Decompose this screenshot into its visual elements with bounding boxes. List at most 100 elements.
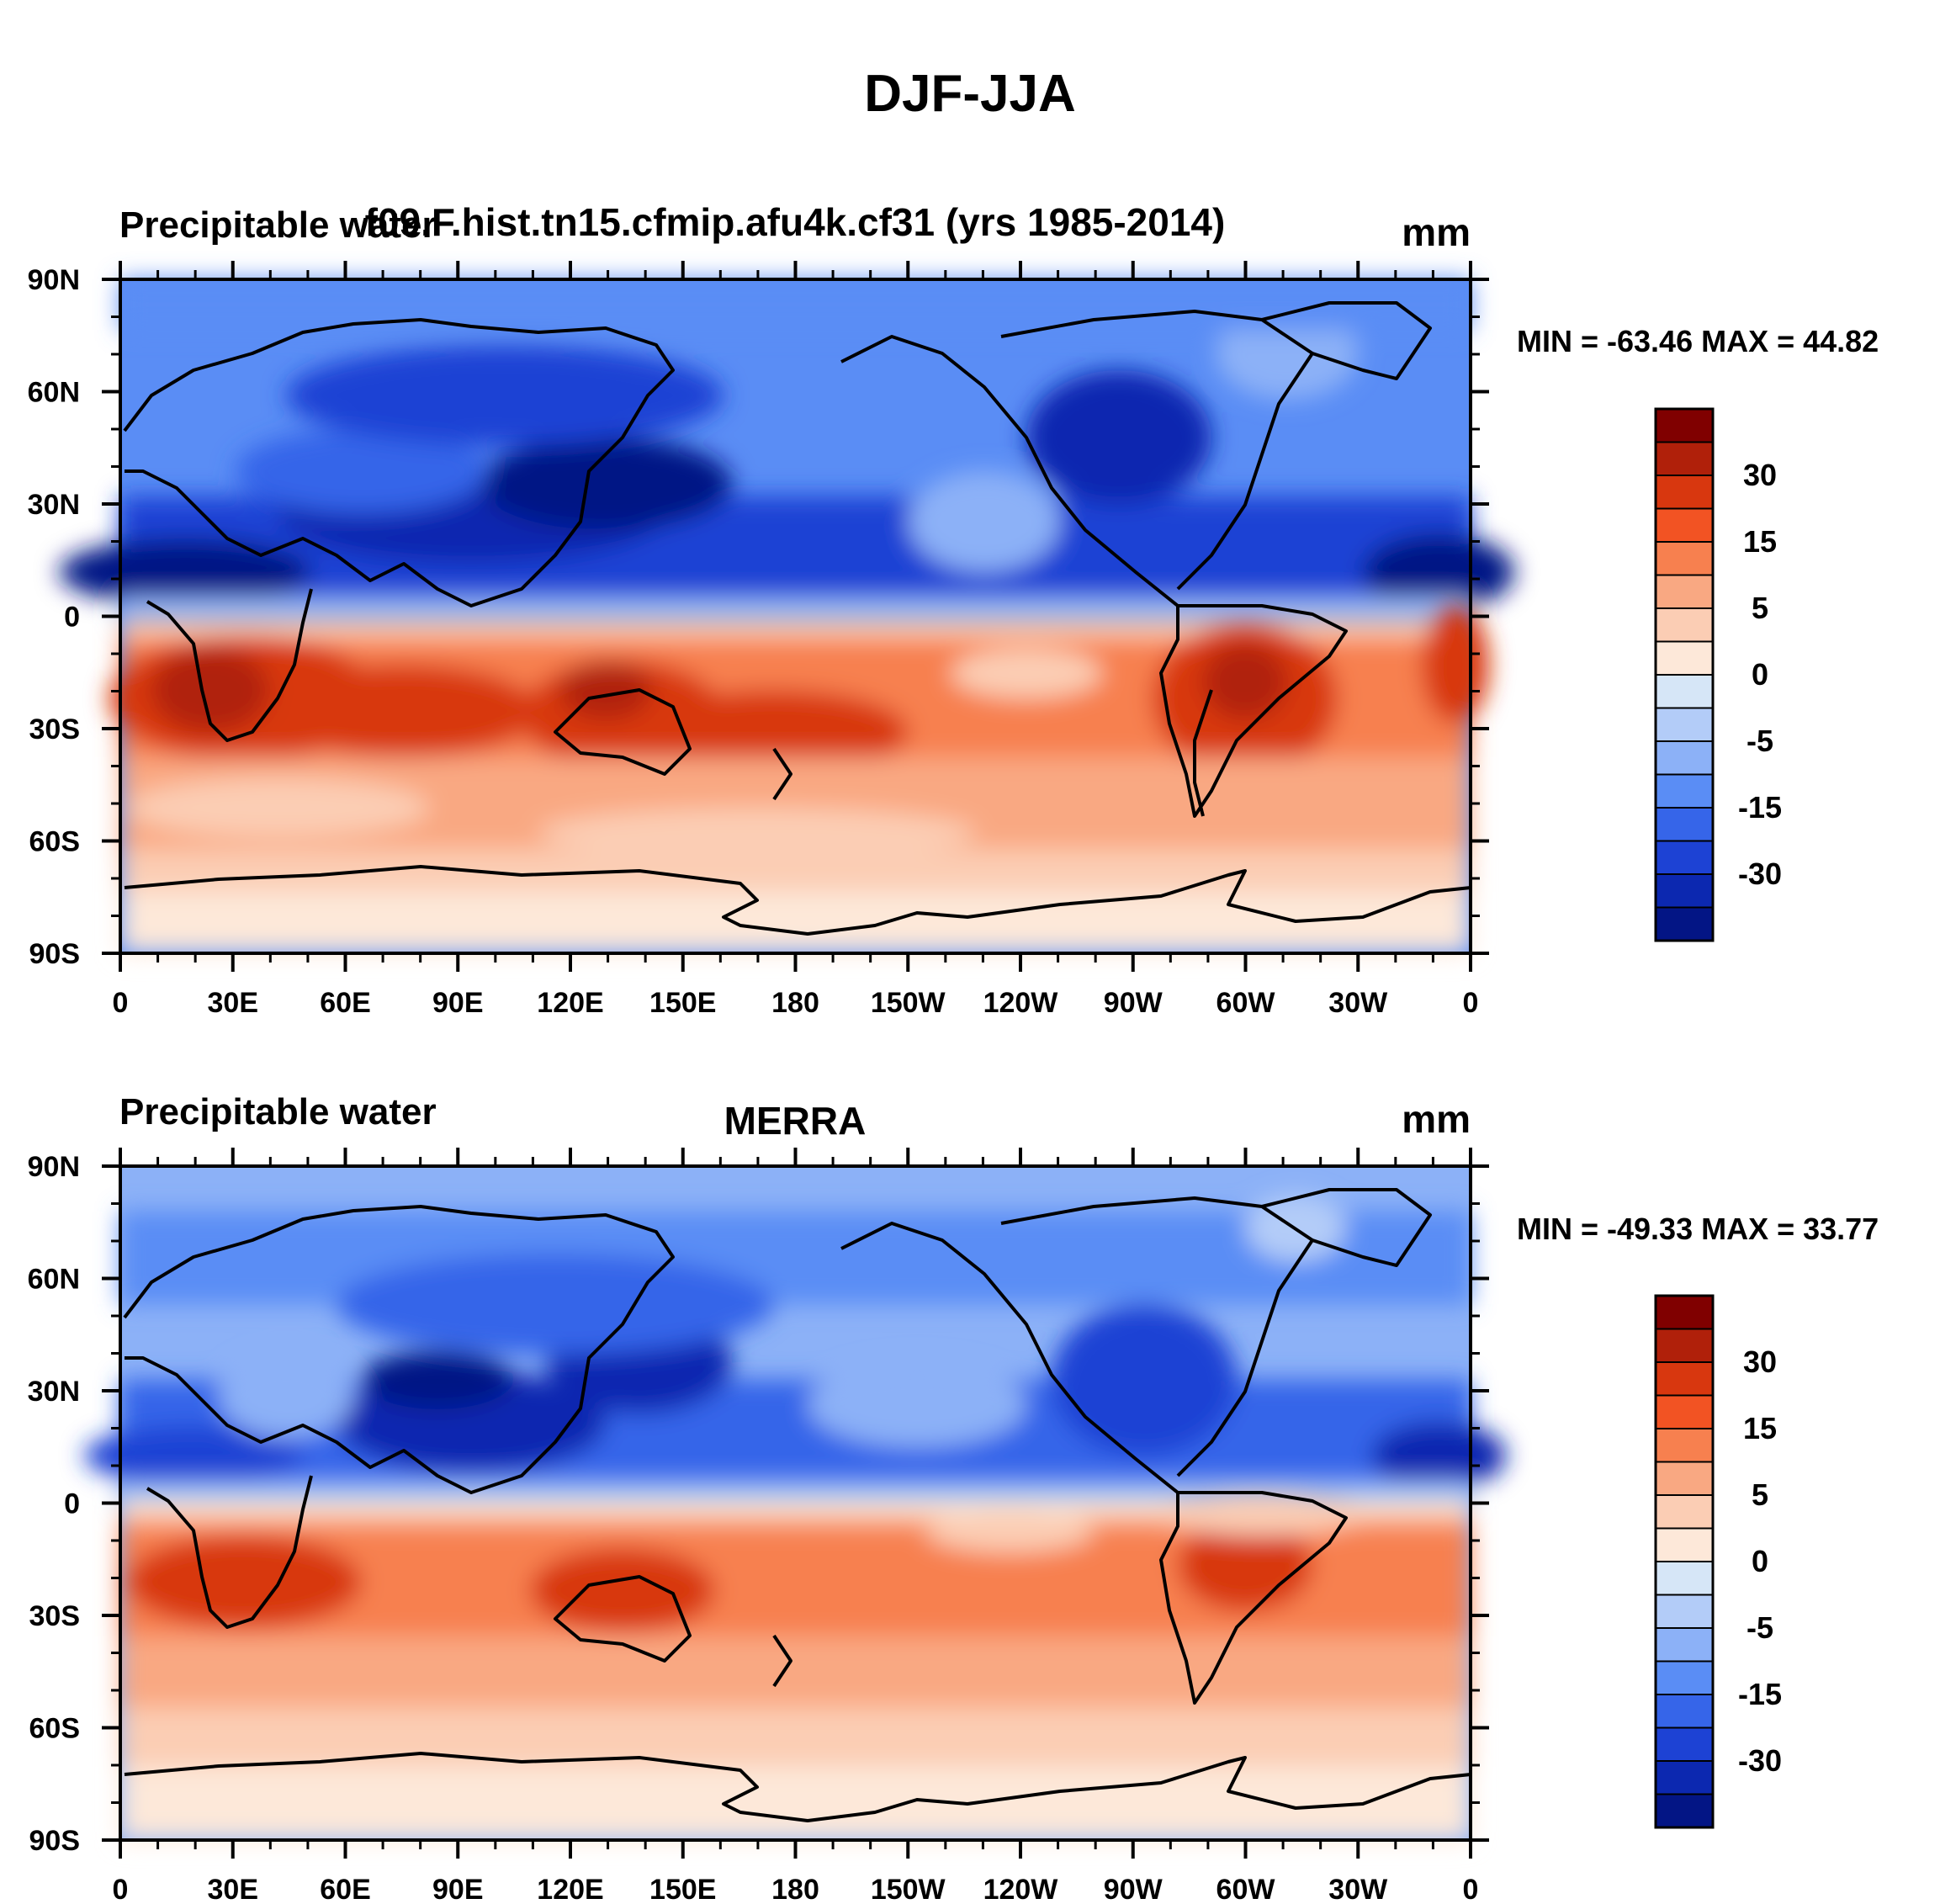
x-tick-label: 90E [432,1874,484,1904]
panel-model: Precipitable water f09.F.hist.tn15.cfmip… [28,200,1879,1019]
y-tick-label: 30N [28,489,80,521]
x-tick-label: 120E [537,1874,603,1904]
y-tick-label: 0 [64,602,80,634]
colorbar-swatch [1655,441,1714,476]
y-tick-label: 60S [29,1713,81,1745]
y-tick-label: 90S [29,1825,81,1857]
colorbar-frame [1654,407,1715,942]
panel-merra-case: MERRA [724,1099,867,1143]
x-tick-label: 60W [1216,1874,1276,1904]
x-tick-label: 150E [649,1874,716,1904]
panel-merra-units: mm [1402,1097,1471,1141]
x-tick-label: 0 [113,987,129,1019]
colorbar-label: -15 [1738,790,1782,825]
x-tick-label: 180 [771,987,819,1019]
colorbar-label: 30 [1743,1344,1777,1379]
colorbar-swatch [1655,873,1714,909]
y-tick-label: 90S [29,938,81,970]
colorbar-label: -15 [1738,1677,1782,1711]
x-tick-label: 0 [113,1874,129,1904]
y-tick-label: 60N [28,377,80,409]
x-tick-label: 0 [1463,987,1479,1019]
x-tick-label: 180 [771,1874,819,1904]
x-tick-label: 30W [1328,1874,1388,1904]
colorbar-swatch [1655,1361,1714,1397]
y-tick-label: 60S [29,826,81,858]
colorbar-swatch [1655,640,1714,676]
colorbar-model: 30 15 5 0 -5 -15 -30 [1654,407,1782,942]
colorbar-label: 30 [1743,458,1777,492]
colorbar-swatch [1655,1428,1714,1463]
panel-model-units: mm [1402,210,1471,254]
y-tick-label: 60N [28,1264,80,1296]
x-tick-label: 120W [983,1874,1059,1904]
coastlines [123,1188,1471,1822]
colorbar-label: 0 [1752,657,1768,692]
x-tick-label: 60W [1216,987,1276,1019]
colorbar-swatch [1655,1461,1714,1496]
colorbar-swatch [1655,707,1714,742]
colorbar-swatch [1655,1328,1714,1363]
colorbar-swatch [1655,574,1714,609]
coastlines [123,301,1471,936]
panel-merra-minmax: MIN = -49.33 MAX = 33.77 [1517,1212,1879,1246]
panel-model-variable: Precipitable water [119,204,437,246]
panel-model-case: f09.F.hist.tn15.cfmip.afu4k.cf31 (yrs 19… [365,200,1226,244]
colorbar-swatch [1655,541,1714,576]
colorbar-swatch [1655,1726,1714,1762]
x-tick-label: 60E [320,1874,371,1904]
x-tick-label: 120E [537,987,603,1019]
x-tick-label: 0 [1463,1874,1479,1904]
colorbar-label: -30 [1738,1743,1782,1778]
map-field-merra [84,1164,1506,1842]
x-tick-label: 90W [1104,1874,1163,1904]
colorbar-swatch [1655,1295,1714,1330]
colorbar-swatch [1655,507,1714,543]
colorbar-label: -5 [1747,724,1773,758]
colorbar-swatch [1655,1660,1714,1695]
x-tick-label: 60E [320,987,371,1019]
colorbar-swatch [1655,1627,1714,1663]
colorbar-swatch [1655,1494,1714,1530]
colorbar-merra: 30 15 5 0 -5 -15 -30 [1654,1294,1782,1829]
colorbar-label: 0 [1752,1544,1768,1578]
x-tick-label: 30E [208,1874,259,1904]
x-tick-label: 90E [432,987,484,1019]
y-tick-label: 30S [29,1600,81,1632]
colorbar-label: 5 [1752,1477,1768,1512]
x-tick-label: 30W [1328,987,1388,1019]
colorbar-swatch [1655,1394,1714,1429]
x-tick-label: 150W [871,987,946,1019]
x-tick-label: 90W [1104,987,1163,1019]
colorbar-label: 5 [1752,591,1768,625]
y-tick-label: 0 [64,1488,80,1520]
colorbar-swatch [1655,740,1714,776]
colorbar-label: -5 [1747,1610,1773,1645]
colorbar-swatch [1655,773,1714,809]
y-tick-label: 90N [28,264,80,296]
colorbar-frame [1654,1294,1715,1829]
colorbar-swatch [1655,1793,1714,1828]
colorbar-swatch [1655,1594,1714,1629]
x-tick-label: 150W [871,1874,946,1904]
colorbar-swatch [1655,906,1714,941]
y-tick-label: 90N [28,1151,80,1183]
panel-merra-variable: Precipitable water [119,1091,437,1132]
colorbar-swatch [1655,408,1714,443]
colorbar-swatch [1655,475,1714,510]
x-tick-label: 30E [208,987,259,1019]
colorbar-swatch [1655,840,1714,875]
x-tick-label: 120W [983,987,1059,1019]
panel-merra: Precipitable water MERRA mm MIN = -49.33… [28,1091,1879,1904]
colorbar-swatch [1655,1527,1714,1562]
colorbar-swatch [1655,607,1714,643]
colorbar-label: 15 [1743,524,1777,559]
main-title: DJF-JJA [864,65,1076,123]
colorbar-label: -30 [1738,857,1782,891]
map-field-model [59,278,1514,955]
colorbar-swatch [1655,674,1714,709]
y-tick-label: 30S [29,713,81,745]
colorbar-label: 15 [1743,1411,1777,1445]
panel-model-minmax: MIN = -63.46 MAX = 44.82 [1517,324,1879,358]
